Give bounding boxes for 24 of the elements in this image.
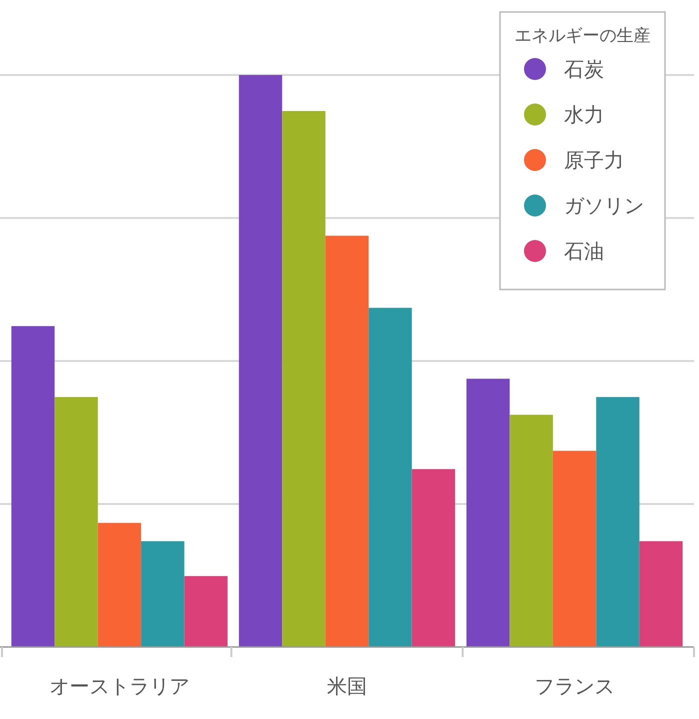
bar (368, 308, 412, 647)
bar (11, 326, 55, 647)
bar (238, 75, 282, 647)
x-tick-label: オーストラリア (49, 674, 190, 698)
bar (141, 541, 184, 647)
bar (510, 414, 553, 647)
bar (325, 236, 369, 647)
bar (639, 541, 683, 647)
bar (466, 378, 510, 647)
legend-title: エネルギーの生産 (514, 26, 650, 46)
legend-label: 石油 (564, 239, 604, 263)
bar (98, 522, 142, 647)
legend-label: 水力 (564, 102, 604, 126)
legend-label: 石炭 (564, 57, 604, 81)
bar (184, 576, 228, 647)
bar (596, 397, 640, 647)
bar (412, 469, 456, 647)
x-tick-label: フランス (534, 674, 615, 698)
bar (552, 450, 596, 647)
x-tick-label: 米国 (327, 674, 367, 698)
bar (282, 111, 326, 647)
bar (54, 397, 98, 647)
legend-label: 原子力 (564, 148, 624, 172)
legend-label: ガソリン (564, 194, 644, 218)
